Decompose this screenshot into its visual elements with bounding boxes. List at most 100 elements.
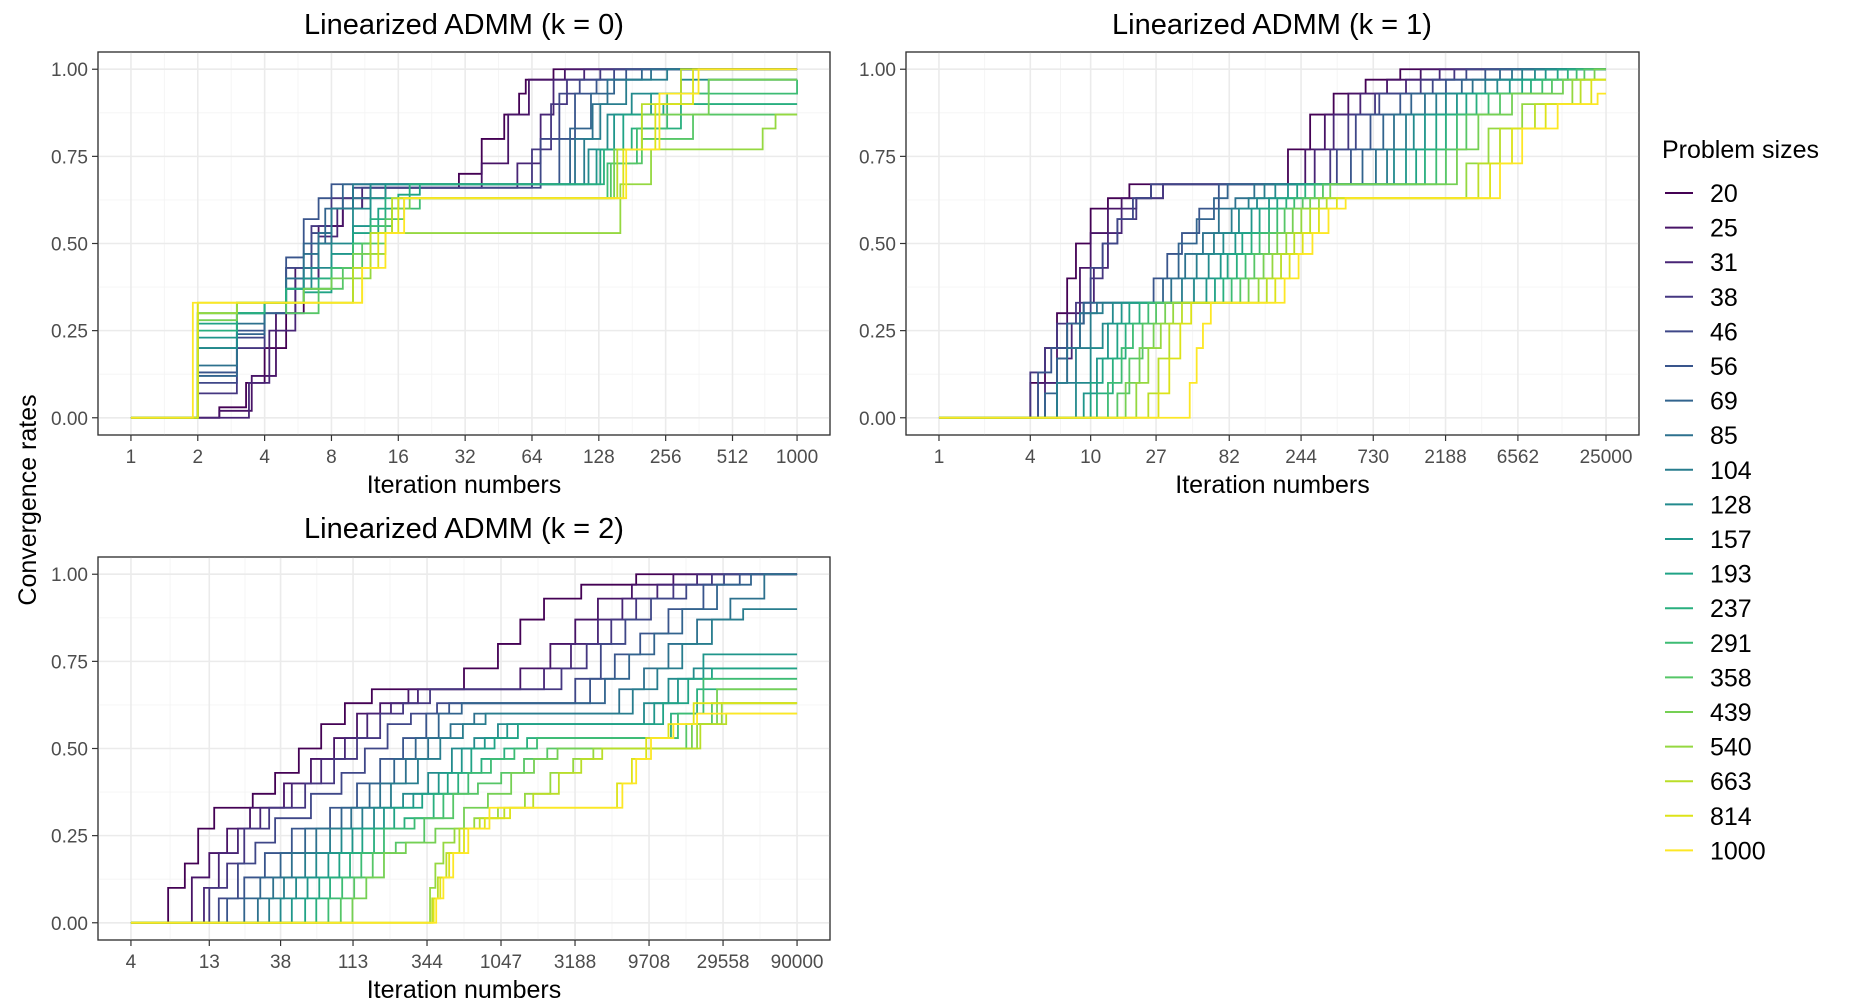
series-line-1000 bbox=[130, 712, 798, 924]
x-tick-label: 25000 bbox=[1580, 447, 1633, 468]
legend-item: 46 bbox=[1665, 318, 1738, 346]
legend-label: 291 bbox=[1710, 630, 1752, 658]
shared-y-axis-title: Convergence rates bbox=[14, 394, 42, 605]
x-tick-label: 6562 bbox=[1497, 447, 1539, 468]
legend: Problem sizes 20 25 31 38 46 56 69 85 104 128 157 1… bbox=[1662, 136, 1819, 865]
x-tick-label: 1 bbox=[934, 447, 945, 468]
legend-item: 25 bbox=[1665, 215, 1738, 243]
series-line-46 bbox=[130, 573, 798, 924]
legend-item: 128 bbox=[1665, 491, 1752, 519]
legend-label: 128 bbox=[1710, 491, 1752, 519]
legend-item: 237 bbox=[1665, 595, 1752, 623]
y-tick-label: 0.50 bbox=[859, 235, 896, 256]
chart-title: Linearized ADMM (k = 1) bbox=[1112, 9, 1432, 41]
legend-item: 540 bbox=[1665, 734, 1752, 762]
series-lines bbox=[130, 573, 798, 924]
legend-item: 1000 bbox=[1665, 837, 1766, 865]
series-line-1000 bbox=[938, 92, 1607, 419]
x-tick-label: 244 bbox=[1285, 447, 1317, 468]
y-tick-label: 0.75 bbox=[859, 147, 896, 168]
x-tick-label: 29558 bbox=[697, 952, 750, 973]
legend-item: 157 bbox=[1665, 526, 1752, 554]
x-axis-title: Iteration numbers bbox=[1175, 471, 1370, 499]
x-tick-label: 4 bbox=[259, 447, 270, 468]
x-tick-label: 82 bbox=[1219, 447, 1240, 468]
legend-item: 56 bbox=[1665, 353, 1738, 381]
series-line-20 bbox=[130, 573, 798, 924]
legend-item: 69 bbox=[1665, 388, 1738, 416]
chart-panel-2: 0.00 0.25 0.50 0.75 1.00 4 13 38 113 344 1047 3188 9… bbox=[51, 513, 831, 1004]
y-axis: 0.00 0.25 0.50 0.75 1.00 bbox=[51, 565, 98, 935]
y-tick-label: 0.75 bbox=[51, 147, 88, 168]
chart-panel-0: 0.000.250.500.751.001 2 4 8 16 32 64 128 256 512 1… bbox=[51, 9, 831, 499]
y-tick-label: 0.75 bbox=[51, 652, 88, 673]
y-tick-label: 1.00 bbox=[859, 60, 896, 81]
y-tick-label: 1.00 bbox=[51, 565, 88, 586]
legend-item: 358 bbox=[1665, 664, 1752, 692]
y-tick-label: 0.50 bbox=[51, 740, 88, 761]
legend-label: 31 bbox=[1710, 249, 1738, 277]
y-tick-label: 0.25 bbox=[51, 827, 88, 848]
legend-item: 38 bbox=[1665, 284, 1738, 312]
legend-item: 104 bbox=[1665, 457, 1752, 485]
x-axis-title: Iteration numbers bbox=[367, 976, 562, 1004]
legend-item: 663 bbox=[1665, 768, 1752, 796]
x-tick-label: 2 bbox=[192, 447, 203, 468]
x-tick-label: 344 bbox=[411, 952, 443, 973]
legend-label: 104 bbox=[1710, 457, 1752, 485]
legend-item: 20 bbox=[1665, 180, 1738, 208]
chart-panel-1: 0.00 0.25 0.50 0.75 1.00 1 4 10 27 82 244 730 2188 65… bbox=[859, 9, 1640, 499]
series-lines bbox=[130, 68, 798, 419]
x-tick-label: 1047 bbox=[480, 952, 522, 973]
legend-label: 540 bbox=[1710, 734, 1752, 762]
x-tick-label: 512 bbox=[717, 447, 749, 468]
chart-title: Linearized ADMM (k = 0) bbox=[304, 9, 624, 41]
x-tick-label: 13 bbox=[199, 952, 220, 973]
legend-label: 814 bbox=[1710, 803, 1752, 831]
legend-label: 157 bbox=[1710, 526, 1752, 554]
y-tick-label: 0.00 bbox=[859, 409, 896, 430]
x-axis: 1 2 4 8 16 32 64 128 256 512 1000 bbox=[126, 435, 818, 468]
y-tick-label: 0.25 bbox=[859, 322, 896, 343]
legend-label: 237 bbox=[1710, 595, 1752, 623]
legend-item: 291 bbox=[1665, 630, 1752, 658]
x-tick-label: 3188 bbox=[554, 952, 596, 973]
y-tick-label: 0.00 bbox=[51, 914, 88, 935]
legend-label: 20 bbox=[1710, 180, 1738, 208]
x-tick-label: 113 bbox=[338, 952, 368, 973]
x-axis-title: Iteration numbers bbox=[367, 471, 562, 499]
x-tick-label: 64 bbox=[521, 447, 543, 468]
series-line-104 bbox=[130, 608, 798, 924]
x-tick-label: 256 bbox=[650, 447, 682, 468]
x-tick-label: 2188 bbox=[1424, 447, 1466, 468]
legend-label: 358 bbox=[1710, 664, 1752, 692]
x-tick-label: 32 bbox=[455, 447, 476, 468]
x-tick-label: 1000 bbox=[776, 447, 818, 468]
legend-label: 38 bbox=[1710, 284, 1738, 312]
x-tick-label: 128 bbox=[583, 447, 615, 468]
legend-label: 439 bbox=[1710, 699, 1752, 727]
legend-label: 69 bbox=[1710, 388, 1738, 416]
legend-label: 663 bbox=[1710, 768, 1752, 796]
legend-label: 56 bbox=[1710, 353, 1738, 381]
series-line-69 bbox=[938, 68, 1607, 419]
legend-label: 193 bbox=[1710, 561, 1752, 589]
y-tick-label: 0.50 bbox=[51, 235, 88, 256]
legend-item: 193 bbox=[1665, 561, 1752, 589]
series-lines bbox=[938, 68, 1607, 419]
series-line-56 bbox=[938, 68, 1607, 419]
x-tick-label: 10 bbox=[1080, 447, 1101, 468]
series-line-1000 bbox=[130, 68, 798, 419]
legend-entries: 20 25 31 38 46 56 69 85 104 128 157 193 237 291 358 439… bbox=[1665, 180, 1766, 865]
x-tick-label: 1 bbox=[126, 447, 137, 468]
y-tick-label: 0.00 bbox=[51, 409, 88, 430]
x-tick-label: 8 bbox=[326, 447, 337, 468]
x-tick-label: 27 bbox=[1146, 447, 1167, 468]
series-line-157 bbox=[130, 653, 798, 924]
legend-label: 25 bbox=[1710, 215, 1738, 243]
x-tick-label: 90000 bbox=[771, 952, 824, 973]
x-tick-label: 4 bbox=[1025, 447, 1036, 468]
chart-panels: 0.000.250.500.751.001 2 4 8 16 32 64 128 256 512 1… bbox=[51, 9, 1640, 1004]
series-line-128 bbox=[130, 667, 798, 924]
